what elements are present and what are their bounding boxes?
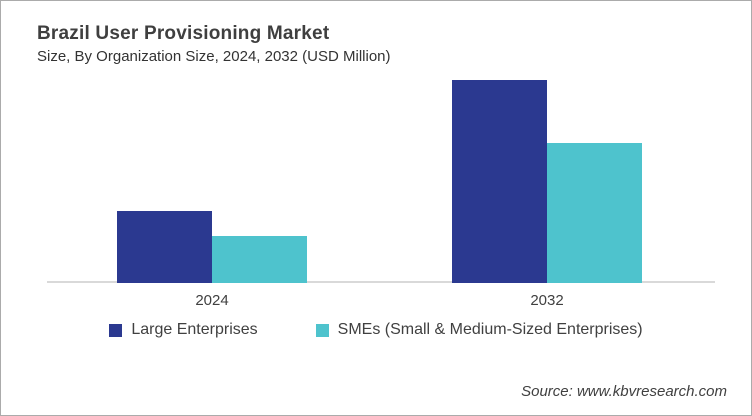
legend-item-smes: SMEs (Small & Medium-Sized Enterprises): [315, 321, 643, 339]
bar-large-2032: [452, 80, 547, 283]
chart-title: Brazil User Provisioning Market: [37, 23, 330, 44]
bar-large-2024: [117, 211, 212, 283]
legend-item-large-enterprises: Large Enterprises: [109, 321, 258, 339]
bar-smes-2024: [212, 236, 307, 283]
legend: Large Enterprises SMEs (Small & Medium-S…: [1, 321, 751, 339]
legend-label-smes: SMEs (Small & Medium-Sized Enterprises): [337, 321, 643, 338]
legend-swatch-large-enterprises: [109, 323, 123, 337]
x-tick-label-2024: 2024: [195, 292, 229, 309]
legend-label-large-enterprises: Large Enterprises: [131, 321, 258, 338]
x-axis-line: [47, 281, 715, 283]
source-attribution: Source: www.kbvresearch.com: [521, 383, 727, 400]
legend-swatch-smes: [315, 323, 329, 337]
chart-subtitle: Size, By Organization Size, 2024, 2032 (…: [37, 48, 391, 65]
x-tick-label-2032: 2032: [530, 292, 564, 309]
bar-smes-2032: [547, 143, 642, 283]
